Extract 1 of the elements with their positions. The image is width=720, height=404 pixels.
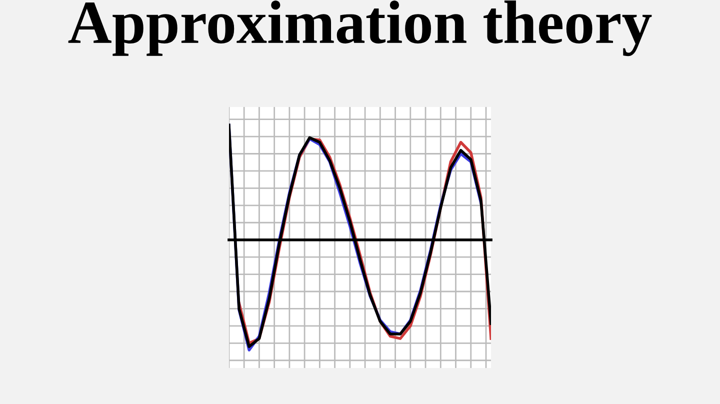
chart-title: Approximation theory bbox=[68, 0, 652, 56]
